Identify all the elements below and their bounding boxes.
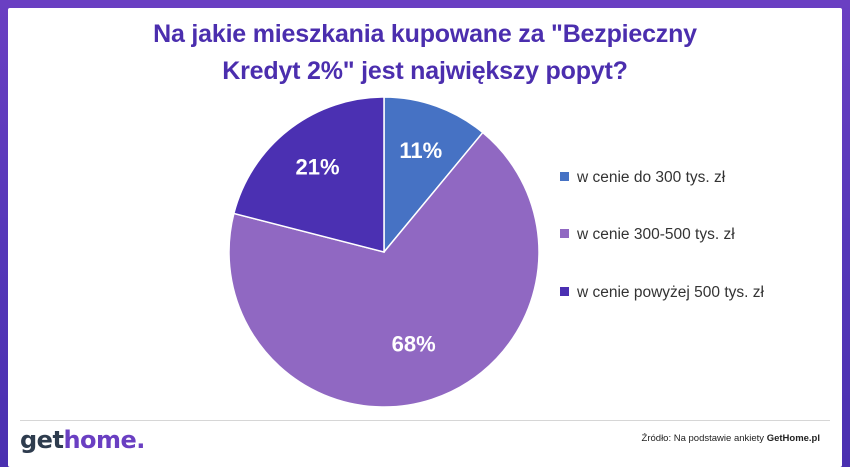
- source-prefix: Źródło: Na podstawie ankiety: [641, 433, 765, 444]
- logo-dot: .: [136, 426, 145, 454]
- pie-slice-to-300k: [383, 96, 484, 255]
- legend-item: w cenie 300-500 tys. zł: [560, 225, 735, 245]
- legend-label: w cenie 300-500 tys. zł: [577, 226, 735, 243]
- source-brand: GetHome.pl: [766, 433, 820, 444]
- chart-title-line-2: Kredyt 2%" jest największy popyt?: [222, 57, 628, 85]
- legend-label: w cenie do 300 tys. zł: [577, 169, 726, 186]
- legend-swatch: [560, 172, 569, 181]
- chart-title: Na jakie mieszkania kupowane za "Bezpiec…: [0, 16, 850, 90]
- pie-data-label: 21%: [295, 154, 339, 179]
- legend-swatch: [560, 229, 569, 238]
- footer-divider: [20, 420, 830, 421]
- pie-data-label: 11%: [399, 138, 442, 163]
- pie-slice-above-500k: [232, 96, 385, 253]
- logo-text-home: home: [63, 426, 137, 454]
- chart-title-line-1: Na jakie mieszkania kupowane za "Bezpiec…: [153, 20, 697, 48]
- legend-label: w cenie powyżej 500 tys. zł: [577, 284, 764, 301]
- gethome-logo: gethome.: [20, 426, 145, 454]
- legend-swatch: [560, 287, 569, 296]
- logo-text-get: get: [20, 426, 64, 454]
- pie-data-label: 68%: [392, 331, 436, 356]
- legend-item: w cenie do 300 tys. zł: [560, 168, 725, 188]
- source-note: Źródło: Na podstawie ankiety GetHome.pl: [642, 433, 820, 444]
- pie-slice-300-500k: [228, 131, 540, 408]
- legend-item: w cenie powyżej 500 tys. zł: [560, 283, 764, 303]
